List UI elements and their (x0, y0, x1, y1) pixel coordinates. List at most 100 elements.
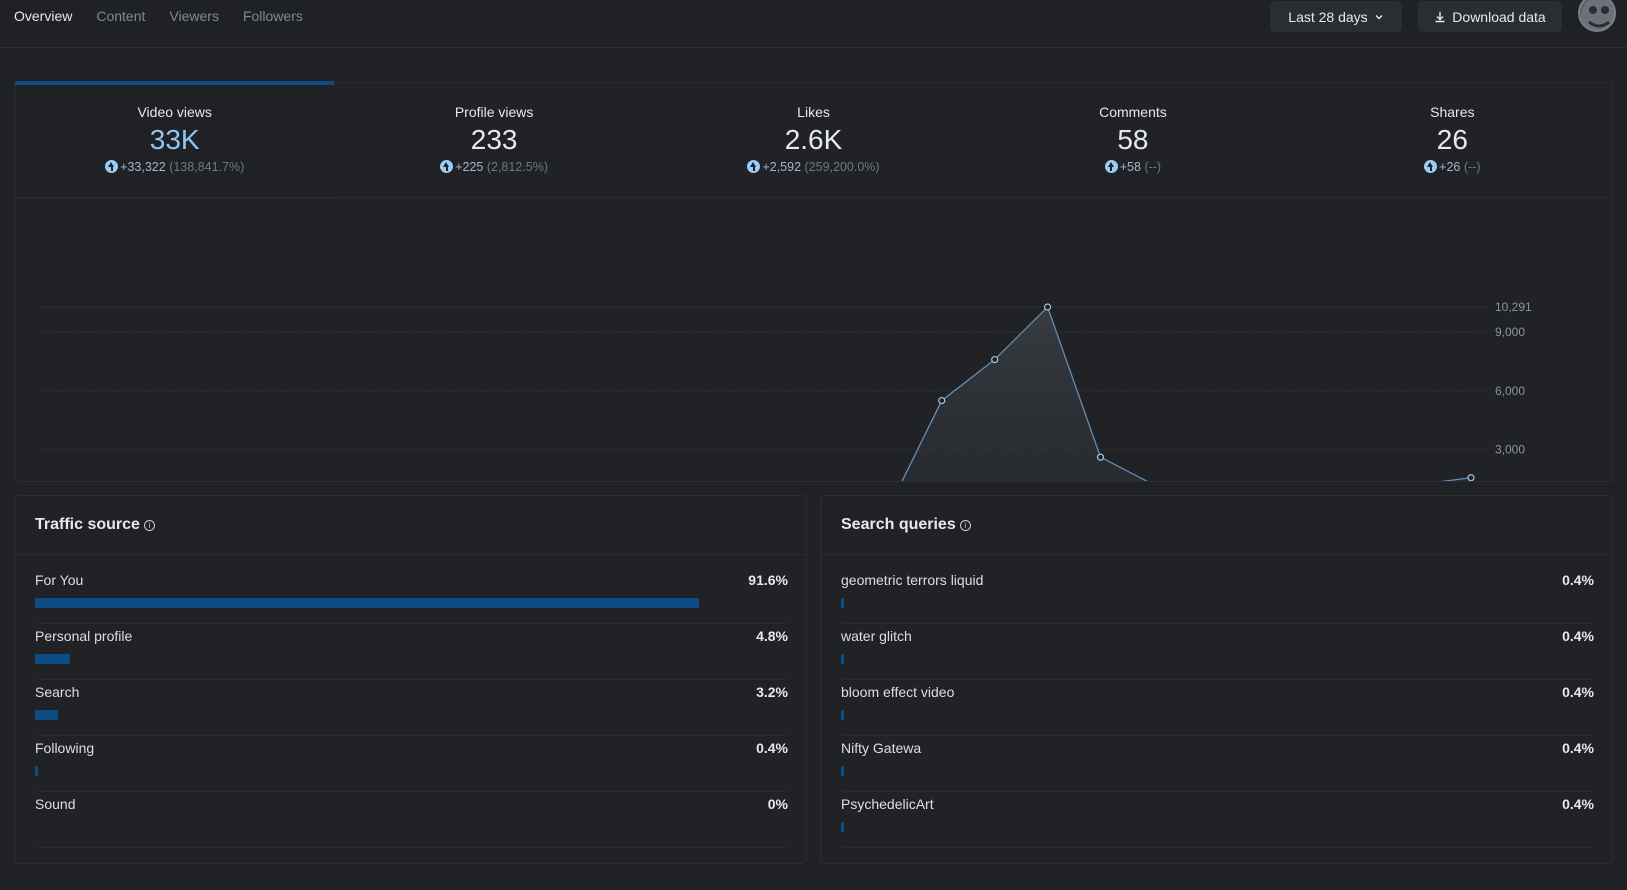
info-icon[interactable]: i (959, 520, 971, 531)
tab-overview[interactable]: Overview (14, 8, 73, 24)
progress-track (35, 822, 788, 832)
series-area (902, 307, 1471, 481)
stat-delta-percent: (--) (1463, 160, 1481, 174)
traffic-source-title: Traffic source (35, 516, 140, 533)
list-item: Sound 0% (35, 792, 788, 848)
list-item-label: bloom effect video (841, 684, 955, 700)
list-item: PsychedelicArt 0.4% (841, 792, 1594, 848)
download-icon (1435, 11, 1445, 22)
download-data-button[interactable]: Download data (1418, 1, 1562, 32)
progress-track (841, 822, 1594, 832)
stat-profile-views[interactable]: Profile views 233 +225 (2,812.5%) (334, 83, 654, 198)
data-point[interactable] (1096, 453, 1105, 461)
search-queries-title: Search queries (841, 516, 956, 533)
traffic-source-card: Traffic source i For You 91.6% Personal pro… (14, 495, 807, 864)
stat-shares[interactable]: Shares 26 +26 (--) (1292, 83, 1613, 198)
stat-delta-percent: (--) (1144, 160, 1162, 174)
stat-delta-value: +2,592 (762, 160, 802, 174)
stat-value: 58 (1117, 124, 1149, 155)
list-item-percent: 91.6% (748, 572, 788, 588)
stat-delta-value: +225 (455, 160, 484, 174)
progress-bar (841, 654, 844, 664)
list-item-label: Search (35, 684, 80, 700)
stat-comments[interactable]: Comments 58 +58 (--) (973, 83, 1293, 198)
list-item-label: Sound (35, 796, 76, 812)
list-item: Following 0.4% (35, 736, 788, 792)
progress-track (841, 654, 1594, 664)
divider (821, 554, 1612, 555)
list-item-percent: 0% (767, 796, 788, 812)
list-item-percent: 0.4% (1562, 628, 1594, 644)
progress-bar (35, 710, 59, 720)
arrow-up-icon (1104, 160, 1118, 173)
data-point[interactable] (991, 355, 999, 364)
stat-delta-value: +26 (1439, 160, 1461, 174)
card-title: Search queries i (841, 516, 971, 534)
stat-likes[interactable]: Likes 2.6K +2,592 (259,200.0%) (653, 83, 974, 198)
arrow-up-icon (1424, 160, 1438, 173)
progress-track (841, 710, 1594, 720)
avatar[interactable] (1578, 0, 1616, 32)
info-icon[interactable]: i (143, 520, 155, 531)
list-item-percent: 0.4% (1562, 740, 1594, 756)
list-item: For You 91.6% (35, 568, 788, 624)
stat-delta: +2,592 (259,200.0%) (654, 159, 973, 175)
traffic-source-list: For You 91.6% Personal profile 4.8% Search 3.… (35, 568, 788, 848)
stat-label: Profile views (454, 104, 534, 120)
stat-label: Likes (797, 104, 830, 120)
list-item-label: Personal profile (35, 628, 133, 644)
list-item-label: PsychedelicArt (841, 796, 934, 812)
tab-followers[interactable]: Followers (242, 8, 303, 24)
progress-track (841, 766, 1594, 776)
list-item-percent: 4.8% (756, 628, 788, 644)
stat-delta: +58 (--) (973, 159, 1292, 175)
list-item: geometric terrors liquid 0.4% (841, 568, 1594, 624)
list-item: bloom effect video 0.4% (841, 680, 1594, 736)
data-point[interactable] (1467, 474, 1475, 481)
stat-label: Shares (1430, 104, 1475, 120)
stat-delta-percent: (2,812.5%) (486, 160, 548, 174)
download-data-label: Download data (1452, 8, 1546, 25)
active-stat-indicator (15, 81, 335, 85)
chevron-down-icon (1375, 14, 1383, 19)
y-tick-label: 10,291 (1495, 300, 1532, 314)
overview-panel: Video views 33K +33,322 (138,841.7%) Pro… (14, 81, 1613, 482)
list-item: Personal profile 4.8% (35, 624, 788, 680)
progress-track (35, 766, 788, 776)
list-item: water glitch 0.4% (841, 624, 1594, 680)
tab-content[interactable]: Content (96, 8, 146, 24)
list-item-label: For You (35, 572, 84, 588)
stat-delta: +26 (--) (1293, 159, 1612, 175)
progress-track (35, 710, 788, 720)
card-title: Traffic source i (35, 516, 155, 534)
progress-track (35, 598, 788, 608)
tab-viewers[interactable]: Viewers (169, 8, 219, 24)
list-item-percent: 0.4% (1562, 796, 1594, 812)
progress-bar (35, 598, 700, 608)
list-item-label: geometric terrors liquid (841, 572, 984, 588)
arrow-up-icon (747, 160, 761, 173)
list-item: Search 3.2% (35, 680, 788, 736)
list-item: Nifty Gatewa 0.4% (841, 736, 1594, 792)
stat-label: Comments (1099, 104, 1167, 120)
stat-video-views[interactable]: Video views 33K +33,322 (138,841.7%) (15, 81, 335, 198)
progress-track (841, 598, 1594, 608)
list-item-label: Nifty Gatewa (841, 740, 922, 756)
progress-bar (35, 766, 38, 776)
progress-bar (35, 654, 70, 664)
y-tick-label: 6,000 (1495, 384, 1525, 398)
series-line (901, 305, 1472, 481)
list-item-percent: 0.4% (756, 740, 788, 756)
stat-delta-percent: (138,841.7%) (169, 160, 245, 174)
progress-bar (841, 822, 844, 832)
stat-label: Video views (137, 104, 212, 120)
list-item-label: Following (35, 740, 95, 756)
data-point[interactable] (1043, 303, 1052, 311)
date-range-label: Last 28 days (1288, 8, 1368, 25)
date-range-dropdown[interactable]: Last 28 days (1270, 1, 1402, 32)
stat-delta-percent: (259,200.0%) (804, 160, 880, 174)
list-item-label: water glitch (841, 628, 912, 644)
stats-row: Video views 33K +33,322 (138,841.7%) Pro… (15, 81, 1613, 198)
data-point[interactable] (938, 396, 946, 405)
